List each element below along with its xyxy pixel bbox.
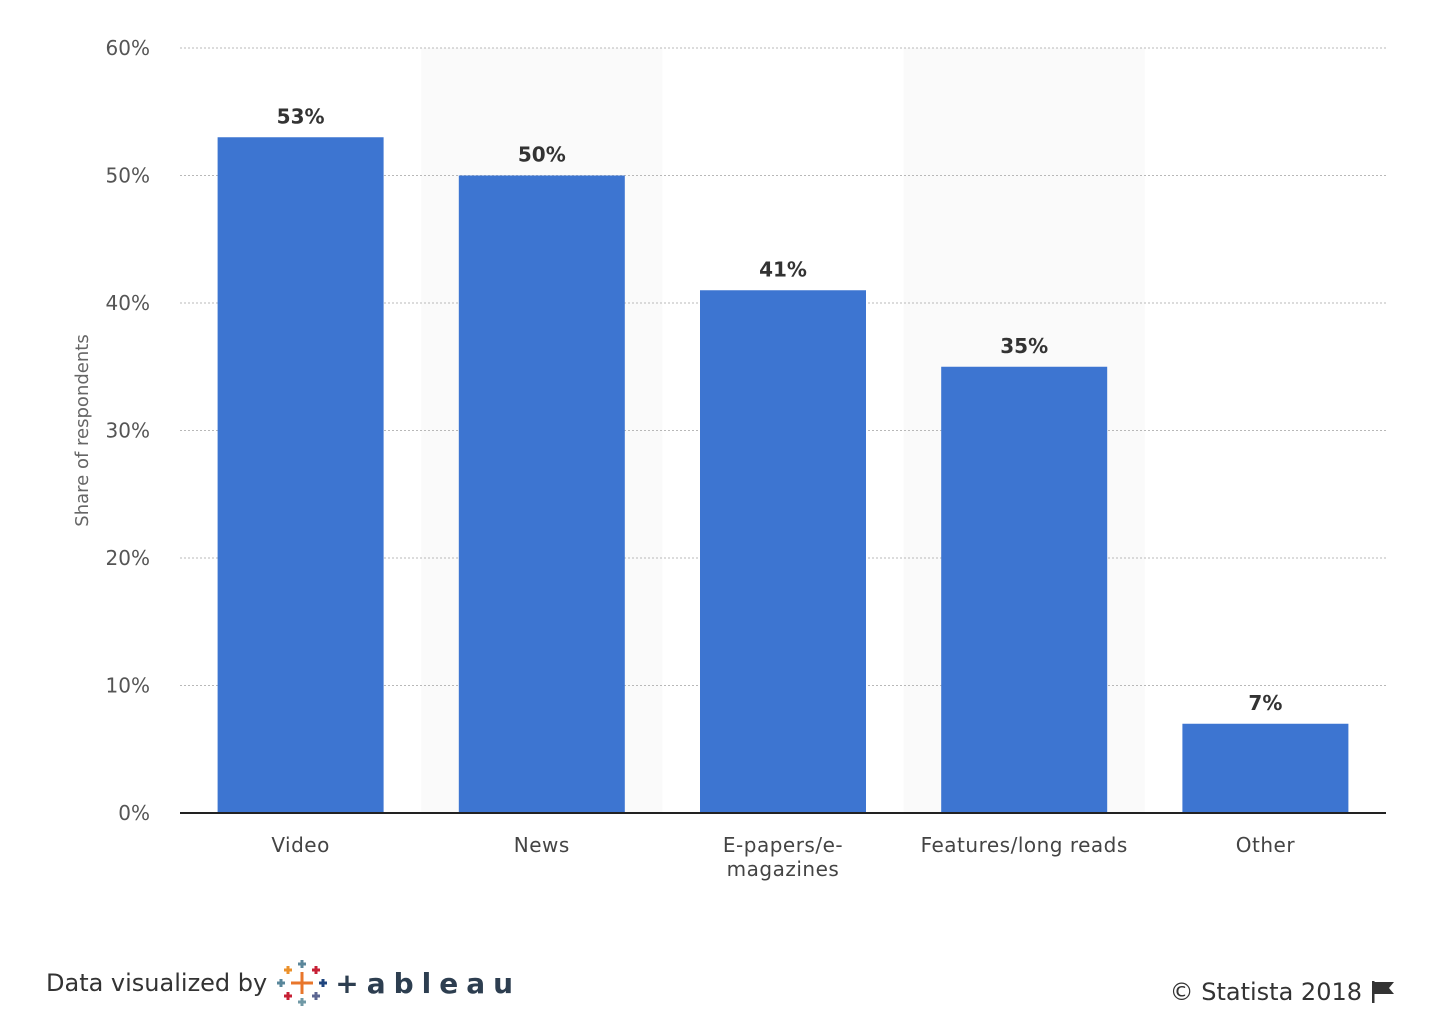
y-tick-label: 30% <box>106 419 150 443</box>
x-tick-label: Features/long reads <box>921 833 1128 857</box>
data-visualized-by-text: Data visualized by <box>46 969 268 997</box>
y-tick-label: 0% <box>118 801 150 825</box>
x-tick-label: E-papers/e- <box>723 833 843 857</box>
tableau-cross-icon[interactable] <box>277 960 328 1006</box>
bar-e-papers-e-magazines <box>700 290 866 813</box>
x-tick-label: Video <box>271 833 330 857</box>
bar-features-long-reads <box>941 366 1108 813</box>
copyright-notice: © Statista 2018 <box>1170 978 1396 1006</box>
tableau-wordmark[interactable]: +ableau <box>335 966 522 1000</box>
bar-other <box>1182 723 1349 813</box>
y-tick-label: 20% <box>106 546 150 570</box>
flag-icon[interactable] <box>1370 979 1396 1005</box>
bar-news <box>458 175 625 813</box>
y-tick-label: 40% <box>106 291 150 315</box>
y-axis-title: Share of respondents <box>72 334 93 526</box>
x-tick-label: magazines <box>727 857 840 881</box>
data-label: 41% <box>759 257 807 281</box>
y-tick-label: 50% <box>106 164 150 188</box>
y-tick-label: 10% <box>106 674 150 698</box>
bar-video <box>217 137 384 813</box>
x-tick-label: News <box>514 833 570 857</box>
data-label: 50% <box>518 143 566 167</box>
footer-credit: Data visualized by +ableau <box>46 960 521 1006</box>
y-tick-label: 60% <box>106 36 150 60</box>
data-label: 53% <box>277 104 325 128</box>
x-tick-label: Other <box>1236 833 1296 857</box>
data-label: 7% <box>1248 691 1282 715</box>
bar-chart: 0% 10% 20% 30% 40% 50% 60% 53% Video 50% News 41% E-… <box>72 36 1386 881</box>
copyright-text[interactable]: © Statista 2018 <box>1169 978 1362 1006</box>
data-label: 35% <box>1000 334 1048 358</box>
